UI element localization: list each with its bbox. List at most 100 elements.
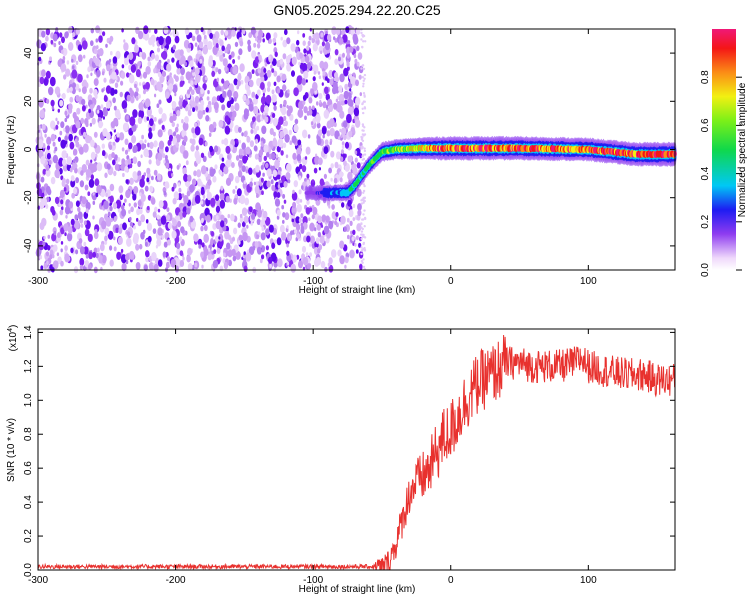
noise-speck: [172, 84, 178, 94]
noise-speck: [362, 40, 365, 43]
noise-speck: [62, 56, 66, 61]
noise-speck: [154, 54, 159, 62]
noise-speck: [360, 67, 363, 70]
noise-speck: [137, 94, 141, 99]
noise-speck: [321, 41, 325, 47]
noise-speck: [302, 40, 306, 46]
noise-speck: [232, 110, 237, 118]
noise-speck: [138, 102, 144, 111]
noise-speck: [208, 59, 214, 68]
noise-speck: [95, 252, 99, 259]
noise-speck: [264, 62, 268, 67]
noise-speck: [129, 216, 132, 222]
noise-speck: [218, 233, 224, 242]
noise-speck: [306, 173, 310, 179]
noise-speck: [326, 130, 331, 137]
y-tick-label: 0: [23, 146, 34, 152]
noise-speck: [150, 264, 155, 271]
noise-speck: [310, 88, 314, 95]
noise-speck: [266, 168, 272, 177]
noise-speck: [359, 92, 362, 97]
noise-speck: [120, 80, 124, 86]
noise-speck: [332, 81, 338, 90]
noise-speck: [359, 264, 363, 271]
noise-speck: [330, 150, 335, 158]
noise-speck: [87, 94, 93, 102]
noise-speck: [129, 163, 133, 169]
spectrogram-x-ticks: -300 -200 -100 0 100: [28, 29, 597, 287]
noise-speck: [276, 192, 281, 198]
noise-speck: [148, 127, 152, 133]
noise-speck: [206, 191, 212, 201]
noise-speck: [122, 122, 129, 132]
noise-speck: [215, 67, 219, 73]
noise-speck: [231, 248, 236, 257]
noise-speck: [284, 29, 288, 36]
noise-speck: [265, 245, 269, 251]
noise-speck: [115, 50, 121, 60]
noise-speck: [352, 72, 356, 78]
noise-speck: [243, 130, 248, 138]
noise-speck: [230, 213, 235, 222]
noise-speck: [282, 142, 287, 148]
noise-speck: [93, 48, 98, 55]
noise-speck: [156, 214, 160, 220]
noise-speck: [271, 242, 276, 249]
noise-speck: [239, 40, 244, 47]
noise-speck: [245, 146, 251, 155]
noise-speck: [190, 95, 194, 101]
noise-speck: [197, 238, 203, 246]
noise-speck: [361, 64, 365, 67]
noise-speck: [139, 192, 142, 197]
noise-speck: [150, 197, 156, 205]
noise-speck: [309, 207, 313, 213]
noise-speck: [225, 195, 230, 203]
noise-speck: [362, 153, 365, 157]
noise-speck: [42, 168, 47, 175]
noise-speck: [104, 235, 108, 242]
noise-speck: [105, 85, 112, 94]
noise-speck: [221, 78, 225, 84]
noise-speck: [128, 142, 133, 150]
noise-speck: [72, 32, 76, 38]
noise-speck: [270, 64, 273, 69]
noise-speck: [174, 126, 179, 133]
noise-speck: [254, 138, 259, 144]
noise-speck: [120, 248, 124, 253]
noise-speck: [54, 196, 60, 205]
noise-speck: [296, 233, 301, 239]
noise-speck: [148, 131, 153, 140]
noise-speck: [235, 155, 240, 161]
noise-speck: [224, 30, 229, 36]
noise-speck: [85, 208, 89, 214]
noise-speck: [271, 68, 275, 73]
noise-speck: [54, 146, 58, 152]
x-tick-label: 100: [580, 575, 597, 586]
noise-speck: [216, 199, 221, 208]
noise-speck: [232, 65, 238, 75]
noise-speck: [53, 230, 57, 236]
noise-speck: [147, 235, 152, 243]
noise-speck: [317, 129, 323, 137]
noise-speck: [320, 260, 326, 269]
noise-speck: [43, 78, 49, 86]
noise-speck: [286, 225, 289, 229]
noise-speck: [261, 190, 264, 195]
noise-speck: [317, 231, 322, 238]
noise-speck: [206, 96, 210, 101]
noise-speck: [126, 72, 130, 78]
noise-speck: [248, 206, 253, 213]
noise-speck: [66, 156, 73, 166]
noise-speck: [302, 256, 309, 266]
noise-speck: [186, 207, 191, 215]
noise-speck: [241, 142, 246, 150]
noise-speck: [185, 71, 192, 81]
noise-speck: [325, 76, 328, 81]
noise-speck: [129, 177, 134, 185]
noise-speck: [230, 105, 235, 112]
noise-speck: [196, 74, 201, 83]
noise-speck: [362, 213, 365, 216]
noise-speck: [222, 58, 228, 67]
snr-frame: [37, 328, 676, 571]
noise-speck: [77, 73, 83, 83]
